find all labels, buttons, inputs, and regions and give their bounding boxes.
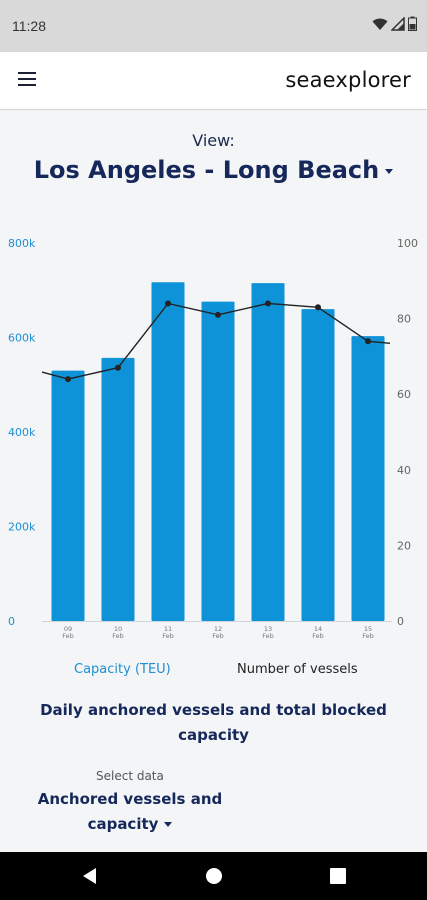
vessels-point bbox=[115, 364, 121, 371]
battery-icon bbox=[408, 16, 417, 31]
data-select-value: Anchored vessels and capacity bbox=[37, 790, 223, 833]
right-axis-tick-label: 80 bbox=[397, 313, 411, 326]
vessels-point bbox=[215, 311, 221, 318]
capacity-bar bbox=[351, 336, 385, 621]
hamburger-icon bbox=[14, 72, 44, 86]
x-axis-tick-label: Feb bbox=[312, 632, 324, 640]
data-select[interactable]: Anchored vessels and capacity bbox=[30, 787, 230, 837]
capacity-bar bbox=[51, 370, 85, 621]
right-axis-tick-label: 60 bbox=[397, 388, 411, 401]
right-axis-tick-label: 0 bbox=[397, 615, 404, 628]
port-select-value: Los Angeles - Long Beach bbox=[33, 156, 380, 184]
capacity-bar bbox=[301, 309, 335, 621]
x-axis-tick-label: 14 bbox=[314, 625, 322, 633]
chart-subtitle: Daily anchored vessels and total blocked… bbox=[40, 701, 387, 744]
brand-logo: seaexplorer bbox=[285, 68, 411, 92]
vessels-point bbox=[365, 338, 371, 345]
select-data-label: Select data bbox=[96, 769, 164, 783]
vessels-point bbox=[165, 300, 171, 307]
wifi-icon bbox=[372, 18, 388, 30]
capacity-bar bbox=[101, 357, 135, 621]
x-axis-tick-label: 09 bbox=[64, 625, 72, 633]
x-axis-tick-label: Feb bbox=[62, 632, 74, 640]
left-axis-tick-label: 800k bbox=[8, 237, 36, 250]
legend-vessels[interactable]: Number of vessels bbox=[237, 662, 358, 677]
left-axis-tick-label: 0 bbox=[8, 615, 15, 628]
recents-icon[interactable] bbox=[329, 866, 347, 886]
menu-button[interactable] bbox=[14, 68, 44, 94]
status-bar: 11:28 bbox=[0, 0, 427, 52]
caret-down-icon bbox=[164, 822, 173, 827]
right-axis-tick-label: 20 bbox=[397, 539, 411, 552]
x-axis-tick-label: Feb bbox=[362, 632, 374, 640]
capacity-vessels-chart: 0200k400k600k800k02040608010009Feb10Feb1… bbox=[8, 237, 418, 640]
x-axis-tick-label: 11 bbox=[164, 625, 172, 633]
x-axis-tick-label: 12 bbox=[214, 625, 222, 633]
signal-icon bbox=[391, 16, 405, 31]
capacity-bar bbox=[151, 282, 185, 621]
right-axis-tick-label: 40 bbox=[397, 464, 411, 477]
x-axis-tick-label: Feb bbox=[212, 632, 224, 640]
left-axis-tick-label: 400k bbox=[8, 426, 36, 439]
right-axis-tick-label: 100 bbox=[397, 237, 418, 250]
capacity-bar bbox=[201, 301, 235, 621]
home-icon[interactable] bbox=[204, 866, 224, 886]
navigation-bar bbox=[0, 852, 427, 900]
port-select[interactable]: Los Angeles - Long Beach bbox=[0, 156, 427, 184]
x-axis-tick-label: Feb bbox=[162, 632, 174, 640]
caret-down-icon bbox=[385, 168, 394, 174]
capacity-bar bbox=[251, 283, 285, 621]
x-axis-tick-label: 15 bbox=[364, 625, 372, 633]
left-axis-tick-label: 200k bbox=[8, 521, 36, 534]
status-icons bbox=[372, 16, 417, 31]
view-label: View: bbox=[192, 131, 235, 150]
x-axis-tick-label: Feb bbox=[112, 632, 124, 640]
legend-capacity[interactable]: Capacity (TEU) bbox=[74, 662, 171, 677]
left-axis-tick-label: 600k bbox=[8, 332, 36, 345]
app-bar: seaexplorer bbox=[0, 52, 427, 110]
back-icon[interactable] bbox=[80, 866, 98, 886]
vessels-point bbox=[265, 300, 271, 307]
x-axis-tick-label: 13 bbox=[264, 625, 272, 633]
status-time: 11:28 bbox=[12, 18, 46, 34]
x-axis-tick-label: Feb bbox=[262, 632, 274, 640]
vessels-point bbox=[315, 304, 321, 311]
vessels-point bbox=[65, 376, 71, 383]
x-axis-tick-label: 10 bbox=[114, 625, 122, 633]
